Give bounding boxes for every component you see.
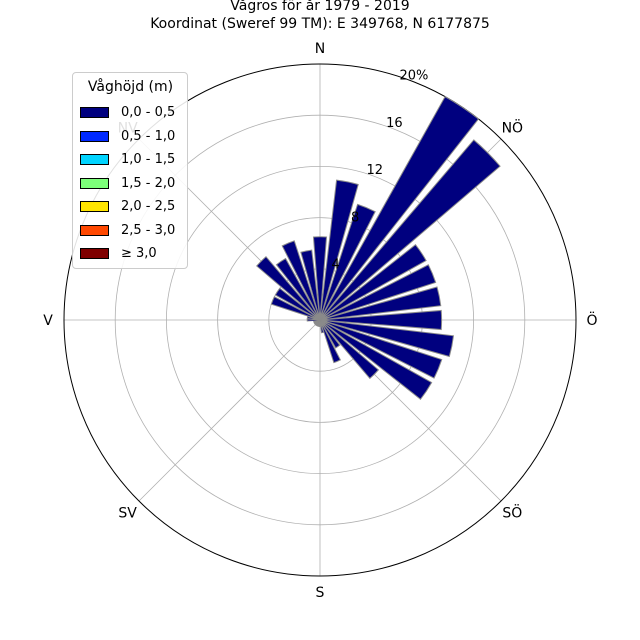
rose-bar bbox=[319, 319, 455, 358]
rose-bar bbox=[319, 203, 376, 321]
direction-label: Ö bbox=[586, 311, 597, 329]
rose-bar bbox=[319, 286, 442, 321]
rose-bar bbox=[312, 236, 328, 321]
direction-label: SÖ bbox=[502, 503, 522, 521]
rose-bar bbox=[275, 257, 321, 321]
legend-label: ≥ 3,0 bbox=[121, 246, 157, 262]
rose-bar bbox=[319, 319, 433, 400]
radial-tick-label: 20% bbox=[400, 68, 429, 83]
outer-ring bbox=[63, 63, 577, 577]
rose-bar bbox=[300, 249, 321, 321]
rose-bar bbox=[319, 319, 341, 349]
legend-label: 1,0 - 1,5 bbox=[121, 152, 176, 168]
radial-tick-label: 16 bbox=[386, 116, 403, 131]
legend: Våghöjd (m) 0,0 - 0,5 0,5 - 1,0 1,0 - 1,5 1… bbox=[72, 72, 188, 269]
rose-bar bbox=[319, 319, 325, 334]
legend-swatch bbox=[80, 130, 109, 142]
legend-label: 2,5 - 3,0 bbox=[121, 222, 176, 238]
radial-tick-label: 4 bbox=[331, 258, 339, 273]
radial-tick-label: 12 bbox=[367, 163, 384, 178]
chart-title-line: Vågros för år 1979 - 2019 bbox=[230, 0, 410, 14]
legend-entry: 2,0 - 2,5 bbox=[80, 195, 181, 219]
rose-bar bbox=[319, 179, 359, 321]
legend-entry: 1,5 - 2,0 bbox=[80, 172, 181, 196]
legend-label: 1,5 - 2,0 bbox=[121, 175, 176, 191]
radial-tick-label: 8 bbox=[351, 210, 359, 225]
spoke-line bbox=[138, 319, 321, 502]
legend-label: 0,5 - 1,0 bbox=[121, 128, 176, 144]
direction-label: V bbox=[43, 313, 53, 329]
rose-bar bbox=[319, 244, 427, 321]
legend-title: Våghöjd (m) bbox=[87, 79, 174, 95]
legend-swatch bbox=[80, 201, 109, 213]
rose-bar bbox=[270, 296, 321, 321]
legend-swatch bbox=[80, 224, 109, 236]
direction-label: NÖ bbox=[502, 119, 524, 137]
legend-entry: 1,0 - 1,5 bbox=[80, 148, 181, 172]
legend-swatch bbox=[80, 154, 109, 166]
legend-label: 0,0 - 0,5 bbox=[121, 105, 176, 121]
legend-entry: 0,5 - 1,0 bbox=[80, 125, 181, 149]
rose-bar bbox=[319, 309, 443, 331]
rose-bar bbox=[319, 319, 342, 364]
grid-ring bbox=[165, 165, 475, 475]
legend-swatch bbox=[80, 248, 109, 260]
rose-bar bbox=[256, 256, 321, 321]
legend-label: 2,0 - 2,5 bbox=[121, 199, 176, 215]
legend-entry: 2,5 - 3,0 bbox=[80, 219, 181, 243]
rose-bar bbox=[319, 139, 501, 321]
rose-bars bbox=[256, 95, 501, 400]
direction-label: S bbox=[316, 585, 325, 601]
chart-subtitle: Koordinat (Sweref 99 TM): E 349768, N 61… bbox=[150, 16, 490, 32]
direction-label: SV bbox=[118, 505, 137, 521]
rose-bar bbox=[274, 287, 321, 321]
grid-ring bbox=[114, 114, 526, 526]
rose-bar bbox=[319, 319, 443, 379]
rose-bar bbox=[319, 95, 480, 321]
legend-entry: ≥ 3,0 bbox=[80, 242, 181, 266]
rose-bar bbox=[306, 318, 321, 322]
rose-bar bbox=[281, 240, 321, 321]
chart-title: Vågros för år 1979 - 2019 Koordinat (Swe… bbox=[0, 0, 640, 33]
rose-bar bbox=[319, 319, 380, 380]
legend-swatch bbox=[80, 177, 109, 189]
legend-entries: 0,0 - 0,5 0,5 - 1,0 1,0 - 1,5 1,5 - 2,0 2,0 … bbox=[80, 101, 181, 266]
legend-swatch bbox=[80, 107, 109, 119]
direction-label: N bbox=[315, 41, 325, 57]
rose-bar bbox=[319, 264, 437, 321]
legend-entry: 0,0 - 0,5 bbox=[80, 101, 181, 125]
